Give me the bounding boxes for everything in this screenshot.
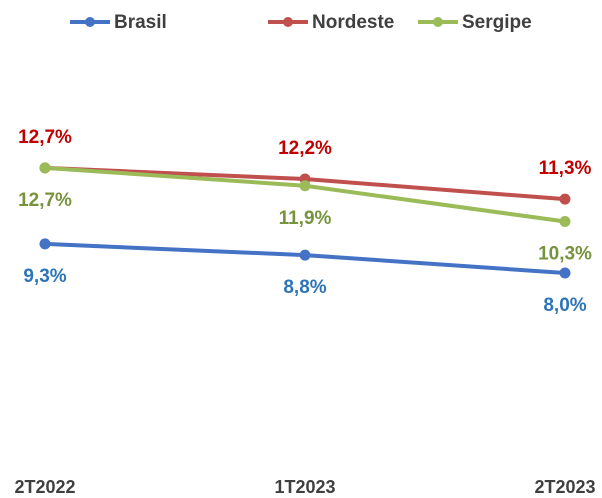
data-label: 12,7%	[18, 190, 72, 211]
data-label: 8,0%	[543, 295, 586, 316]
data-label: 11,9%	[279, 208, 332, 229]
point	[299, 180, 311, 192]
x-tick-label: 2T2022	[14, 477, 75, 497]
point	[299, 249, 311, 261]
data-label: 12,7%	[18, 127, 72, 148]
point	[39, 238, 51, 250]
point	[559, 216, 571, 228]
x-tick-label: 2T2023	[534, 477, 595, 497]
data-label: 10,3%	[538, 244, 592, 265]
point	[39, 162, 51, 174]
legend-marker	[433, 17, 443, 27]
point	[559, 267, 571, 279]
data-label: 9,3%	[23, 266, 66, 287]
legend-label: Brasil	[114, 12, 167, 33]
legend-label: Sergipe	[462, 12, 532, 33]
legend-label: Nordeste	[312, 12, 394, 33]
point	[559, 193, 571, 205]
x-tick-label: 1T2023	[274, 477, 335, 497]
data-label: 11,3%	[539, 158, 592, 179]
data-label: 12,2%	[278, 138, 332, 159]
legend-marker	[283, 17, 293, 27]
legend-marker	[85, 17, 95, 27]
data-label: 8,8%	[283, 277, 326, 298]
